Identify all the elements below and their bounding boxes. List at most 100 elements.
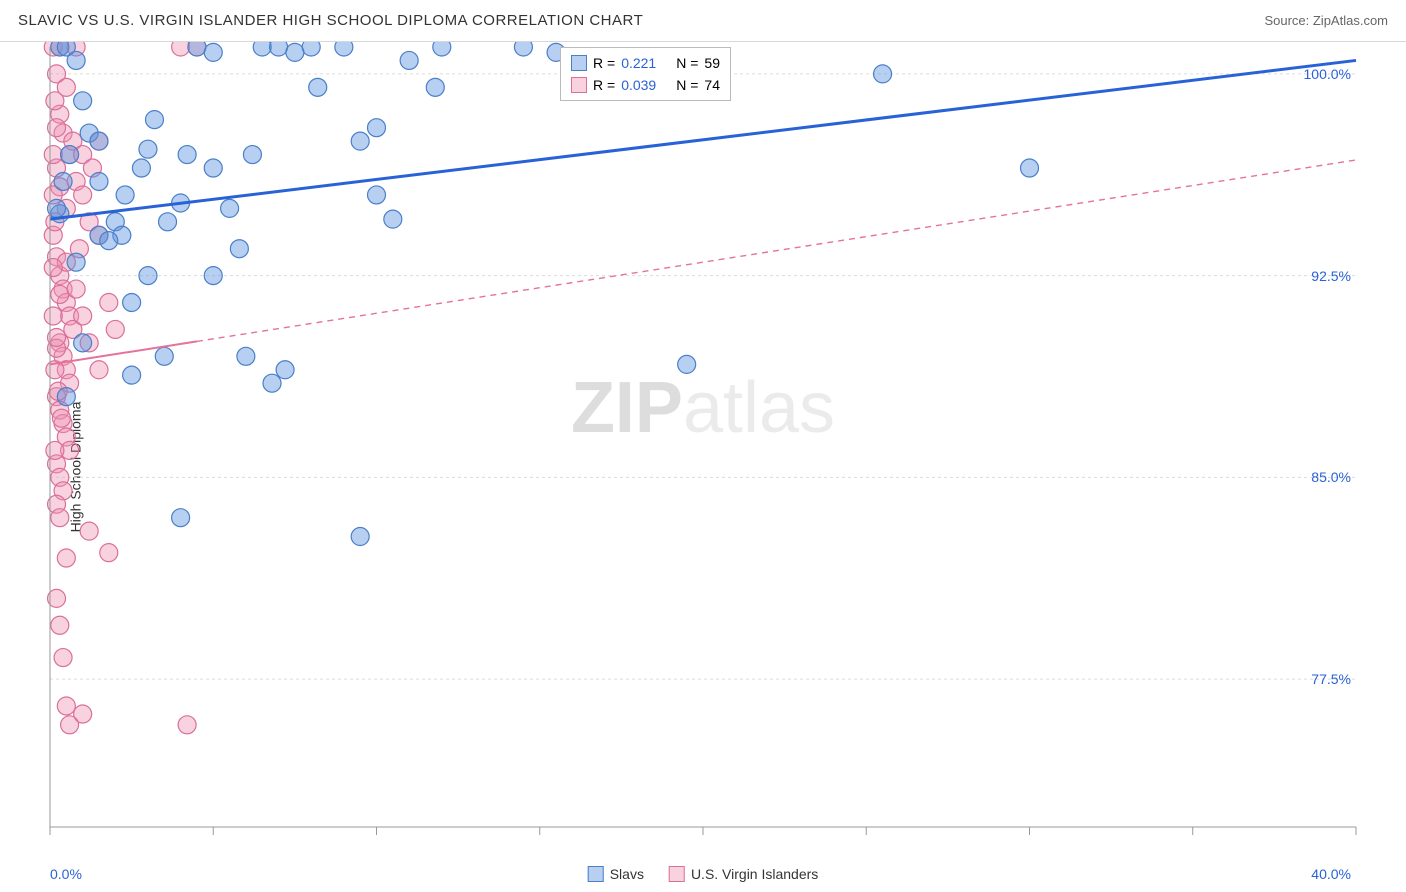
legend-n-label-2: N =: [676, 77, 698, 93]
data-point: [90, 172, 108, 190]
data-point: [514, 42, 532, 56]
data-point: [51, 616, 69, 634]
scatter-plot-svg: [0, 42, 1406, 892]
data-point: [57, 697, 75, 715]
regression-line-dashed: [197, 160, 1356, 341]
data-point: [351, 132, 369, 150]
data-point: [67, 51, 85, 69]
data-point: [61, 716, 79, 734]
x-axis-min: 0.0%: [50, 866, 82, 882]
data-point: [204, 43, 222, 61]
data-point: [384, 210, 402, 228]
y-tick-label: 85.0%: [1311, 469, 1351, 485]
data-point: [155, 347, 173, 365]
legend-item-usvi: U.S. Virgin Islanders: [669, 866, 818, 882]
data-point: [61, 146, 79, 164]
data-point: [221, 199, 239, 217]
data-point: [139, 267, 157, 285]
legend-r-slavs: 0.221: [621, 55, 656, 71]
data-point: [44, 307, 62, 325]
data-point: [44, 146, 62, 164]
data-point: [106, 320, 124, 338]
data-point: [230, 240, 248, 258]
data-point: [276, 361, 294, 379]
data-point: [368, 186, 386, 204]
data-point: [74, 307, 92, 325]
legend-r-usvi: 0.039: [621, 77, 656, 93]
legend-label-slavs: Slavs: [610, 866, 644, 882]
data-point: [178, 146, 196, 164]
data-point: [178, 716, 196, 734]
legend-label-usvi: U.S. Virgin Islanders: [691, 866, 818, 882]
legend-r-label: R =: [593, 55, 615, 71]
data-point: [74, 334, 92, 352]
data-point: [100, 544, 118, 562]
y-tick-label: 100.0%: [1304, 66, 1351, 82]
data-point: [46, 92, 64, 110]
data-point: [678, 355, 696, 373]
y-tick-label: 92.5%: [1311, 268, 1351, 284]
data-point: [54, 649, 72, 667]
data-point: [335, 42, 353, 56]
data-point: [90, 132, 108, 150]
legend-row-usvi: R = 0.039 N = 74: [571, 74, 720, 96]
data-point: [204, 267, 222, 285]
data-point: [243, 146, 261, 164]
data-point: [426, 78, 444, 96]
swatch-usvi: [571, 77, 587, 93]
data-point: [139, 140, 157, 158]
plot-area: High School Diploma 77.5%85.0%92.5%100.0…: [0, 42, 1406, 892]
data-point: [286, 43, 304, 61]
regression-legend: R = 0.221 N = 59 R = 0.039 N = 74: [560, 47, 731, 101]
data-point: [270, 42, 288, 56]
legend-n-label: N =: [676, 55, 698, 71]
chart-source: Source: ZipAtlas.com: [1264, 13, 1388, 28]
data-point: [51, 285, 69, 303]
legend-row-slavs: R = 0.221 N = 59: [571, 52, 720, 74]
data-point: [309, 78, 327, 96]
swatch-slavs: [571, 55, 587, 71]
data-point: [116, 186, 134, 204]
data-point: [123, 366, 141, 384]
chart-header: SLAVIC VS U.S. VIRGIN ISLANDER HIGH SCHO…: [0, 0, 1406, 42]
data-point: [74, 186, 92, 204]
data-point: [172, 509, 190, 527]
data-point: [123, 294, 141, 312]
data-point: [57, 549, 75, 567]
data-point: [54, 172, 72, 190]
data-point: [67, 280, 85, 298]
data-point: [74, 92, 92, 110]
y-tick-label: 77.5%: [1311, 671, 1351, 687]
data-point: [237, 347, 255, 365]
legend-n-slavs: 59: [704, 55, 720, 71]
data-point: [433, 42, 451, 56]
data-point: [51, 509, 69, 527]
data-point: [172, 42, 190, 56]
data-point: [52, 409, 70, 427]
data-point: [67, 253, 85, 271]
data-point: [46, 441, 64, 459]
data-point: [90, 361, 108, 379]
data-point: [57, 388, 75, 406]
data-point: [302, 42, 320, 56]
data-point: [204, 159, 222, 177]
data-point: [253, 42, 271, 56]
data-point: [44, 259, 62, 277]
data-point: [400, 51, 418, 69]
data-point: [351, 528, 369, 546]
chart-title: SLAVIC VS U.S. VIRGIN ISLANDER HIGH SCHO…: [18, 12, 643, 29]
regression-line: [50, 341, 197, 364]
swatch-usvi-bottom: [669, 866, 685, 882]
data-point: [132, 159, 150, 177]
data-point: [263, 374, 281, 392]
data-point: [1021, 159, 1039, 177]
legend-n-usvi: 74: [704, 77, 720, 93]
x-axis-max: 40.0%: [1311, 866, 1351, 882]
swatch-slavs-bottom: [588, 866, 604, 882]
data-point: [145, 111, 163, 129]
series-legend: Slavs U.S. Virgin Islanders: [588, 866, 819, 882]
legend-item-slavs: Slavs: [588, 866, 644, 882]
data-point: [159, 213, 177, 231]
data-point: [188, 42, 206, 56]
data-point: [100, 294, 118, 312]
